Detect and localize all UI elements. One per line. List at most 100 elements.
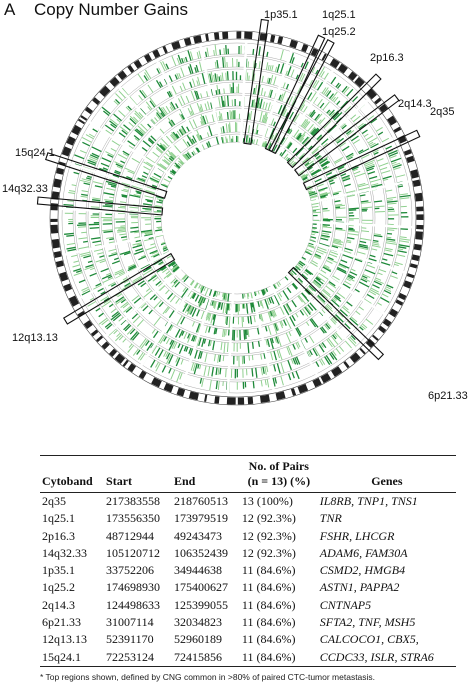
callout: [36, 196, 164, 216]
callout-label: 6p21.33: [428, 390, 468, 402]
table-cell: 2p16.3: [42, 528, 75, 543]
table-cell: CALCOCO1, CBX5,: [319, 632, 419, 647]
callout-label: 2q35: [430, 106, 454, 118]
table-cell: CNTNAP5: [319, 597, 372, 612]
track-signal-light: [153, 135, 321, 301]
track-signal-dark: [63, 45, 411, 390]
table-cell: 2q14.3: [42, 597, 75, 612]
ideogram-outline: [57, 38, 417, 398]
callout: [45, 152, 168, 199]
table-cell: ASTN1, PAPPA2: [319, 580, 400, 595]
table-cell: CCDC33, ISLR, STRA6: [317, 648, 456, 667]
table-row: 6p21.33 31007114 32034823 11 (84.6%) SFTA2, …: [40, 614, 456, 631]
table-cell: 13 (100%): [241, 494, 293, 508]
table-cell: ADAM6, FAM30A: [319, 545, 408, 560]
chromosome-gaps: [60, 41, 414, 395]
table-cell: 49243473: [173, 528, 222, 543]
track-border: [126, 107, 348, 329]
callout-label: 1q25.2: [322, 26, 356, 38]
callout: [294, 94, 400, 177]
track-signal-light: [141, 122, 332, 315]
table-row: 1p35.1 33752206 34944638 11 (84.6%) CSMD2, H…: [40, 562, 456, 579]
table-cell: 72415856: [171, 648, 240, 667]
callout-label: 2q14.3: [398, 98, 432, 110]
table-cell: 52391170: [106, 632, 154, 647]
track-signal-dark: [77, 57, 398, 379]
track-signal-light: [77, 57, 399, 378]
table-cell: 31007114: [106, 615, 154, 630]
callout-label: 2p16.3: [370, 52, 404, 64]
column-header: Cytoband: [40, 474, 105, 493]
column-header: Genes: [317, 474, 456, 493]
callout-box: [45, 152, 168, 199]
callout-label: 12q13.13: [12, 332, 58, 344]
track-border: [74, 55, 400, 381]
table-cell: 1p35.1: [42, 563, 75, 578]
track-signal-light: [64, 44, 411, 393]
track-signal-light: [129, 108, 347, 328]
callout-box: [243, 18, 269, 145]
callout-box: [286, 73, 382, 169]
table-cell: 217383558: [106, 494, 161, 508]
table-cell: 52960189: [173, 632, 222, 647]
table-row: 1q25.1 173556350 173979519 12 (92.3%) TNR: [40, 510, 456, 527]
table-cell: CSMD2, HMGB4: [319, 563, 406, 578]
table-cell: 14q32.33: [42, 545, 87, 560]
column-header: End: [171, 474, 240, 493]
callout: [286, 73, 382, 169]
panel-title: Copy Number Gains: [34, 0, 189, 19]
table-cell: 11 (84.6%): [241, 632, 296, 647]
table-row: 15q24.1 72253124 72415856 11 (84.6%) CCDC33,…: [40, 648, 456, 667]
table-cell: 175400627: [173, 580, 228, 595]
callout: [63, 252, 176, 325]
column-header: (n = 13) (%): [239, 474, 318, 493]
table-cell: 11 (84.6%): [241, 597, 296, 612]
table-row: 2q35 217383558 218760513 13 (100%) IL8RB, TN…: [40, 493, 456, 511]
callout-box: [268, 39, 335, 155]
track-border: [100, 81, 374, 355]
table-row: 1q25.2 174698930 175400627 11 (84.6%) ASTN1,…: [40, 579, 456, 596]
table-cell: 12 (92.3%): [241, 511, 296, 526]
table-cell: 33752206: [106, 563, 155, 578]
track-border: [139, 120, 335, 316]
ideogram-outline: [49, 30, 425, 406]
track-border: [98, 79, 376, 357]
callout-label: 14q32.33: [2, 183, 48, 195]
callout-box: [63, 252, 176, 325]
callout: [302, 129, 421, 191]
track-signal-light: [90, 70, 385, 367]
table-row: 14q32.33 105120712 106352439 12 (92.3%) ADAM…: [40, 545, 456, 562]
table-cell: FSHR, LHCGR: [319, 528, 395, 543]
table-cell: 12q13.13: [42, 632, 87, 647]
table-cell: 6p21.33: [42, 615, 81, 630]
track-border: [61, 42, 413, 394]
track-border: [113, 94, 361, 342]
table-cell: 11 (84.6%): [239, 648, 318, 667]
table-cell: 1q25.2: [42, 580, 75, 595]
table-cell: 173979519: [173, 511, 228, 526]
table-cell: TNR: [319, 511, 342, 526]
callout-box: [302, 129, 421, 191]
table-row: 2p16.3 48712944 49243473 12 (92.3%) FSHR, LH…: [40, 528, 456, 545]
table-cell: 11 (84.6%): [241, 615, 296, 630]
track-signal-dark: [154, 135, 321, 302]
cng-table: No. of Pairs Cytoband Start End (n = 13) (%…: [40, 455, 456, 667]
table-cell: 11 (84.6%): [241, 580, 296, 595]
table-cell: 72253124: [104, 648, 172, 667]
track-signal-light: [101, 83, 373, 354]
table-cell: 218760513: [173, 494, 228, 508]
track-signal-dark: [102, 82, 369, 354]
table-cell: 11 (84.6%): [241, 563, 296, 578]
table-cell: 15q24.1: [40, 648, 105, 667]
table-cell: 2q35: [42, 494, 66, 508]
track-border: [137, 118, 337, 318]
panel-label: A: [4, 0, 16, 19]
ideogram: [50, 31, 424, 405]
table-cell: 48712944: [106, 528, 155, 543]
table-cell: 12 (92.3%): [241, 545, 296, 560]
group-header: No. of Pairs: [239, 455, 318, 474]
table-row: 2q14.3 124498633 125399055 11 (84.6%) CNTNAP…: [40, 597, 456, 614]
callout: [268, 39, 335, 155]
